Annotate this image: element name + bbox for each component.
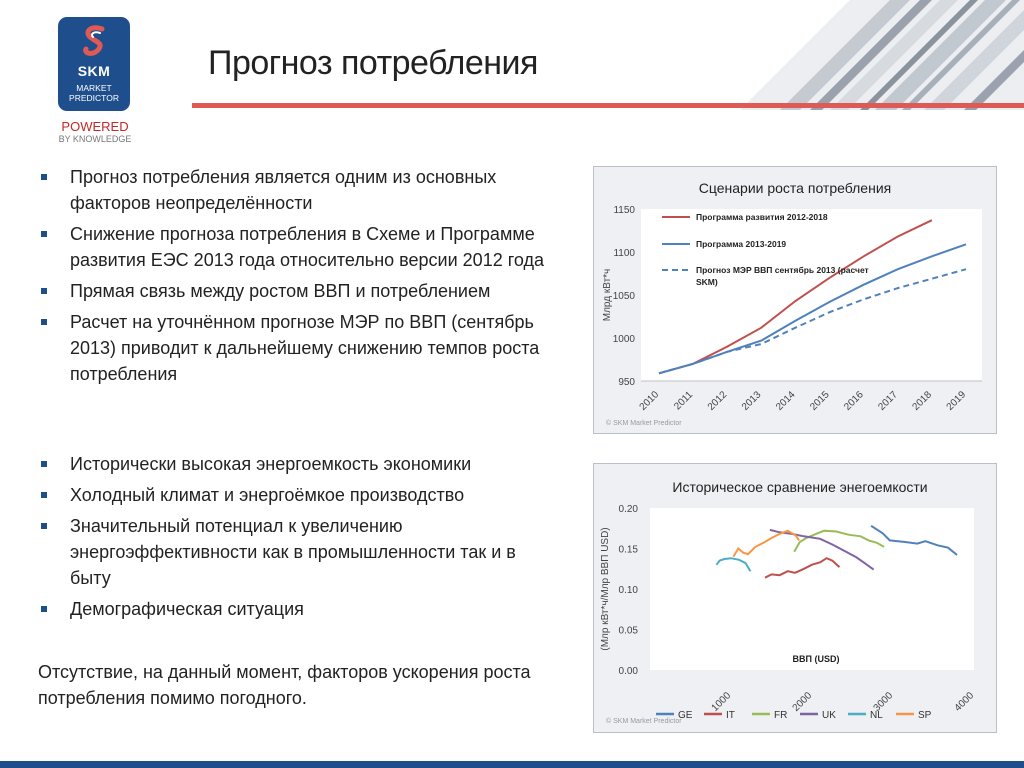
x-tick-label: 2000 [791,690,815,714]
chart-consumption-scenarios: Сценарии роста потребления 950 1000 1050 110… [593,166,997,434]
legend-label-nl: NL [870,710,883,721]
title-divider [192,103,1024,108]
bullet-item: Демографическая ситуация [38,596,558,622]
y-axis-label: (Млр кВт*ч/Млр ВВП USD) [600,527,611,650]
y-tick-label: 1000 [613,334,636,345]
x-tick-label: 2012 [706,389,730,413]
series-line-sp [732,529,800,558]
tagline-line1: POWERED [61,119,129,134]
y-tick-label: 0.00 [619,666,639,677]
chart-consumption-scenarios-svg: Сценарии роста потребления 950 1000 1050 110… [602,180,982,427]
x-tick-label: 4000 [953,690,977,714]
header-stripes-decoration [560,0,1024,110]
x-tick-label: 2011 [672,389,695,412]
chart-energy-intensity: Историческое сравнение энегоемкости 0.00 0… [593,463,997,733]
tagline-line2: BY KNOWLEDGE [58,134,132,144]
bullet-item: Прогноз потребления является одним из ос… [38,164,558,216]
y-tick-label: 0.05 [619,626,639,637]
series-line-nl [715,557,752,572]
series-line-fr [793,529,885,553]
bullet-item: Значительный потенциал к увеличению энер… [38,513,558,591]
chart-plot-area [650,508,974,670]
bullet-item: Снижение прогноза потребления в Схеме и … [38,221,558,273]
legend-label-3-cont: SKM) [696,277,718,287]
chart-copyright: © SKM Market Predictor [606,419,682,427]
bullet-item: Расчет на уточнённом прогнозе МЭР по ВВП… [38,309,558,387]
legend-label-fr: FR [774,710,787,721]
legend-label-sp: SP [918,710,932,721]
logo-subtitle: MARKET PREDICTOR [58,83,130,103]
chart-plot-area [641,209,982,381]
x-tick-label: 2019 [945,389,969,413]
x-tick-label: 2017 [876,389,900,413]
x-tick-label: 2013 [740,389,764,413]
y-axis-label: Млрд кВт*ч [602,269,613,322]
x-tick-label: 2010 [638,389,662,413]
chart-title: Сценарии роста потребления [699,180,891,196]
series-line-3 [658,268,967,375]
series-line-ge [870,524,958,556]
bullet-item: Прямая связь между ростом ВВП и потребле… [38,278,558,304]
page-title: Прогноз потребления [208,44,538,82]
logo-brand: SKM [77,63,111,79]
x-tick-label: 2014 [774,389,798,413]
conclusion-note: Отсутствие, на данный момент, факторов у… [38,662,531,708]
x-tick-label: 2015 [808,389,832,413]
y-tick-label: 0.20 [619,504,639,515]
legend-label-ge: GE [678,710,693,721]
logo-subtitle-line2: PREDICTOR [69,93,119,103]
y-tick-label: 0.15 [619,545,639,556]
y-tick-label: 0.10 [619,585,639,596]
bullet-item: Исторически высокая энергоемкость эконом… [38,451,558,477]
legend-label-uk: UK [822,710,836,721]
bullet-item: Холодный климат и энергоёмкое производст… [38,482,558,508]
bullet-list-forecast: Прогноз потребления является одним из ос… [38,164,558,392]
y-tick-label: 1100 [613,248,635,259]
skm-logo-icon [83,25,105,56]
y-tick-label: 1150 [613,205,635,216]
series-line-uk [769,528,875,571]
bottom-bar [0,761,1024,768]
x-axis-label: ВВП (USD) [793,654,840,664]
chart-energy-intensity-svg: Историческое сравнение энегоемкости 0.00 0… [600,479,977,725]
x-tick-label: 2018 [910,389,934,413]
series-line-it [764,557,841,579]
legend-label-2: Программа 2013-2019 [696,239,786,249]
y-tick-label: 1050 [613,291,636,302]
series-line-1 [658,219,933,375]
chart-title: Историческое сравнение энегоемкости [672,479,927,495]
y-tick-label: 950 [618,377,635,388]
legend-label-1: Программа развития 2012-2018 [696,212,828,222]
chart-copyright: © SKM Market Predictor [606,717,682,725]
skm-logo: SKM MARKET PREDICTOR [58,17,130,111]
bullet-list-factors: Исторически высокая энергоемкость эконом… [38,451,558,627]
tagline: POWERED BY KNOWLEDGE [48,119,142,145]
logo-subtitle-line1: MARKET [76,83,112,93]
legend-label-3: Прогноз МЭР ВВП сентябрь 2013 (расчет [696,265,869,275]
legend-label-it: IT [726,710,735,721]
x-tick-label: 2016 [842,389,866,413]
